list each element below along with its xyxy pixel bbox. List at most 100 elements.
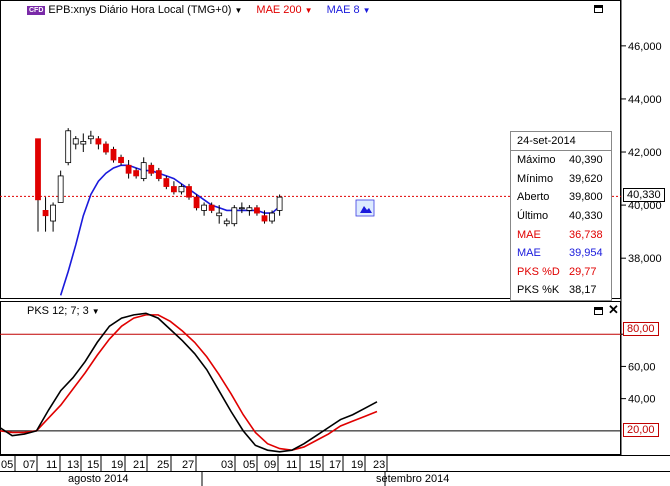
candle-body <box>208 204 215 211</box>
month-label-september: setembro 2014 <box>376 473 450 485</box>
candle-body <box>231 207 238 225</box>
level-high-badge: 80,00 <box>623 322 659 336</box>
candle <box>95 136 102 150</box>
candle <box>178 183 185 195</box>
info-date: 24-set-2014 <box>511 132 611 151</box>
candle-body <box>223 220 230 225</box>
chevron-down-icon[interactable]: ▼ <box>234 5 243 15</box>
info-row: Aberto 39,800 <box>511 188 611 207</box>
candle-body <box>186 186 192 198</box>
info-panel: 24-set-2014 Máximo 40,390 Mínimo 39,620 Aber… <box>510 131 612 301</box>
candle-body <box>254 207 260 214</box>
price-tick-label: 46,000 <box>628 41 662 53</box>
candle <box>163 175 170 190</box>
candle <box>148 162 155 176</box>
candle <box>276 194 283 216</box>
candle <box>87 130 94 145</box>
info-row: Mínimo 39,620 <box>511 170 611 189</box>
price-tick-label: 38,000 <box>628 253 662 265</box>
day-label: 09 <box>264 459 276 471</box>
candle <box>118 154 124 166</box>
candle-body <box>140 162 147 179</box>
indicator-axis: 60,00 40,00 <box>621 333 656 406</box>
info-row: Máximo 40,390 <box>511 151 611 170</box>
month-label-august: agosto 2014 <box>68 473 129 485</box>
info-row: PKS %K 38,17 <box>511 281 611 300</box>
candle <box>254 205 260 216</box>
candle <box>186 183 192 200</box>
indicator-label[interactable]: PKS 12; 7; 3 <box>27 305 89 317</box>
day-label: 07 <box>23 459 35 471</box>
day-label: 25 <box>157 459 169 471</box>
chevron-down-icon[interactable]: ▼ <box>362 5 371 15</box>
info-row-value: 36,738 <box>569 228 603 241</box>
close-icon[interactable]: ✕ <box>608 302 619 317</box>
candle-body <box>72 138 79 145</box>
candle <box>125 159 132 179</box>
chart-header: CFD EPB:xnys Diário Hora Local (TMG+0) ▼… <box>27 4 371 16</box>
info-row-label: Máximo <box>517 154 556 167</box>
info-row-value: 39,620 <box>569 172 603 185</box>
mae8-label[interactable]: MAE 8 <box>326 4 360 16</box>
candles <box>35 128 283 232</box>
day-label: 05 <box>1 459 13 471</box>
candle-body <box>155 170 162 179</box>
candle-body <box>276 196 283 211</box>
indicator-pane-frame <box>0 301 621 455</box>
candle-body <box>246 207 253 211</box>
candle <box>65 128 72 166</box>
candle-body <box>201 204 208 211</box>
day-label: 19 <box>111 459 123 471</box>
candle-body <box>170 186 177 193</box>
indicator-header: PKS 12; 7; 3 ▼ <box>27 305 100 317</box>
info-row: MAE 39,954 <box>511 244 611 263</box>
info-row-value: 29,77 <box>569 265 597 278</box>
level-low-badge: 20,00 <box>623 423 659 437</box>
candle-body <box>65 130 72 164</box>
candle-body <box>125 164 132 174</box>
chevron-down-icon[interactable]: ▼ <box>304 5 313 15</box>
day-label: 27 <box>182 459 194 471</box>
date-axis: 05 07 11 13 15 19 21 25 27 03 05 09 11 15 17 19 23 <box>1 456 388 471</box>
symbol-label[interactable]: EPB:xnys Diário Hora Local (TMG+0) <box>48 4 232 16</box>
candle-body <box>269 212 275 222</box>
candle <box>72 136 79 150</box>
info-row-label: MAE <box>517 247 541 260</box>
candle <box>231 205 238 227</box>
candle-body <box>57 175 64 203</box>
candle <box>193 194 200 211</box>
candle <box>223 218 230 227</box>
pks-d-line <box>0 314 378 451</box>
day-label: 19 <box>351 459 363 471</box>
info-row-label: PKS %D <box>517 265 560 278</box>
candle <box>155 167 162 182</box>
maximize-button[interactable] <box>594 307 603 315</box>
candle <box>35 138 41 232</box>
price-tick-label: 42,000 <box>628 147 662 159</box>
current-price-value: 40,330 <box>627 189 661 202</box>
candle <box>201 202 208 216</box>
pks-k-line <box>0 312 378 453</box>
candle-body <box>80 141 87 145</box>
candle-body <box>110 148 117 161</box>
day-label: 05 <box>243 459 255 471</box>
price-axis: 46,000 44,000 42,000 40,000 38,000 <box>621 41 662 265</box>
candle-body <box>103 143 109 153</box>
candle-body <box>87 135 94 140</box>
mae200-label[interactable]: MAE 200 <box>256 4 302 16</box>
day-label: 15 <box>309 459 321 471</box>
info-row: Último 40,330 <box>511 207 611 226</box>
day-label: 21 <box>133 459 145 471</box>
maximize-button[interactable] <box>594 5 603 13</box>
candle-body <box>50 204 56 222</box>
candle-body <box>216 212 223 217</box>
candle-body <box>118 156 124 164</box>
info-row-label: Mínimo <box>517 172 554 185</box>
candle <box>238 202 245 214</box>
info-row-label: PKS %K <box>517 284 560 297</box>
price-tick-label: 44,000 <box>628 94 662 106</box>
chevron-down-icon[interactable]: ▼ <box>91 306 100 316</box>
info-row-value: 40,390 <box>569 154 603 167</box>
candle <box>110 146 117 163</box>
